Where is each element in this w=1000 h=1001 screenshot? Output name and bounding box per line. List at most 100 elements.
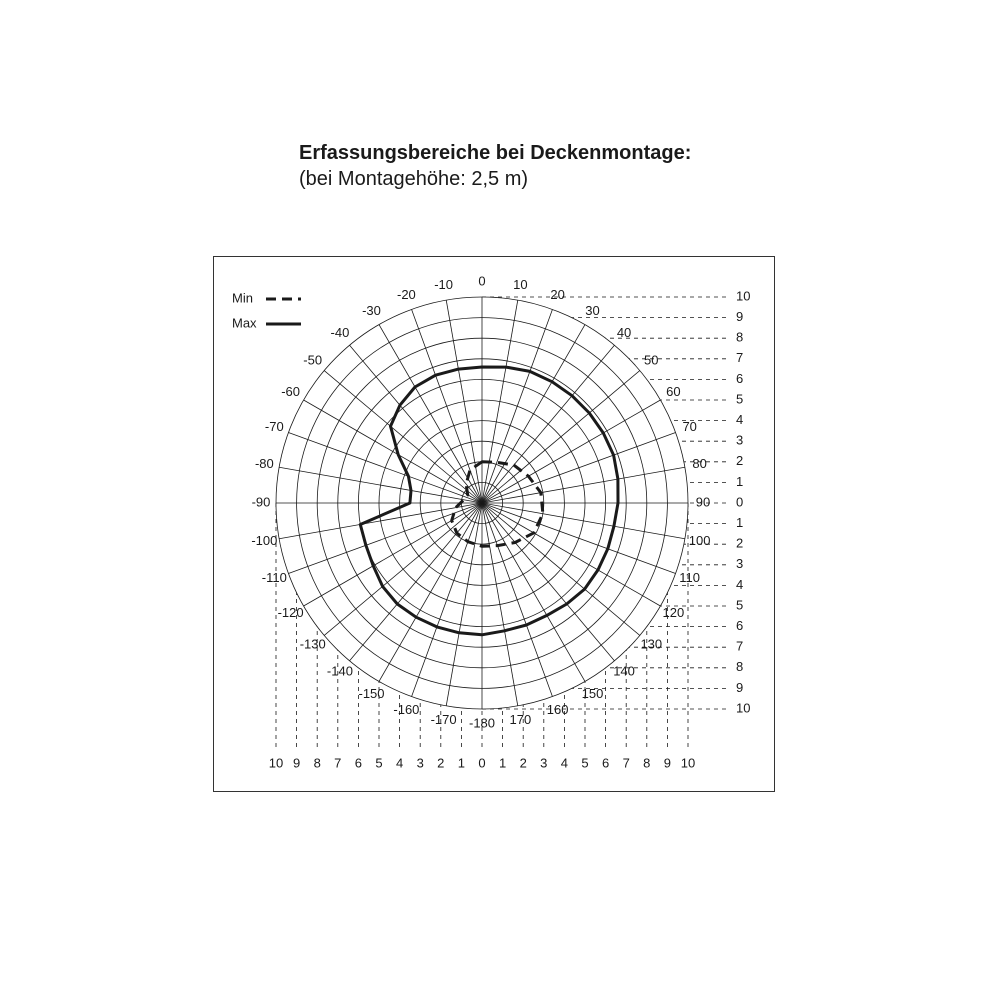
angle-label: 90 xyxy=(696,494,710,509)
polar-spoke xyxy=(445,300,483,504)
angle-label: 120 xyxy=(663,605,685,620)
bottom-scale-label: 4 xyxy=(396,755,403,770)
angle-label: 80 xyxy=(692,456,706,471)
polar-spoke xyxy=(378,324,483,504)
angle-label: 150 xyxy=(582,686,604,701)
bottom-scale-label: 0 xyxy=(478,755,485,770)
right-scale-label: 10 xyxy=(736,700,750,715)
angle-label: -100 xyxy=(251,533,277,548)
polar-spoke xyxy=(445,502,483,706)
angle-label: -10 xyxy=(434,277,453,292)
chart-frame: 0 10 20 30 40 50 60 70 80 90 100 110 120 130 140 150 160… xyxy=(213,256,775,792)
polar-spoke xyxy=(323,502,483,636)
angle-label: -90 xyxy=(252,494,271,509)
right-scale-label: 1 xyxy=(736,474,743,489)
angle-label: 40 xyxy=(617,325,631,340)
legend-label: Max xyxy=(232,315,257,330)
angle-label: -60 xyxy=(281,384,300,399)
right-scale-label: 8 xyxy=(736,659,743,674)
angle-label: -170 xyxy=(431,712,457,727)
bottom-scale-label: 6 xyxy=(602,755,609,770)
angle-label: 30 xyxy=(585,303,599,318)
polar-spoke xyxy=(303,399,483,504)
bottom-scale-label: 9 xyxy=(664,755,671,770)
polar-spoke xyxy=(481,502,586,682)
right-scale-label: 9 xyxy=(736,309,743,324)
bottom-scale-label: 3 xyxy=(540,755,547,770)
polar-spoke xyxy=(411,502,483,697)
bottom-scale-label: 2 xyxy=(437,755,444,770)
polar-spoke xyxy=(481,324,586,504)
bottom-scale-label: 7 xyxy=(334,755,341,770)
angle-label: 70 xyxy=(682,419,696,434)
bottom-scale-label: 8 xyxy=(314,755,321,770)
right-scale-label: 8 xyxy=(736,330,743,345)
legend-label: Min xyxy=(232,290,253,305)
polar-spoke xyxy=(481,309,553,504)
right-scale-label: 10 xyxy=(736,288,750,303)
angle-label: -120 xyxy=(278,605,304,620)
bottom-scale-label: 7 xyxy=(623,755,630,770)
polar-spokes xyxy=(276,297,688,709)
polar-spoke xyxy=(481,370,641,504)
bottom-scale-label: 1 xyxy=(499,755,506,770)
angle-label: -130 xyxy=(300,636,326,651)
polar-chart: 0 102030405060708090100110120130140150160… xyxy=(232,273,750,770)
bottom-scale-label: 1 xyxy=(458,755,465,770)
polar-spoke xyxy=(481,300,519,504)
angle-label: 100 xyxy=(689,533,711,548)
angle-label: -50 xyxy=(303,352,322,367)
angle-label: 140 xyxy=(613,664,635,679)
angle-label: 20 xyxy=(550,287,564,302)
right-scale-label: 9 xyxy=(736,680,743,695)
angle-label: 130 xyxy=(640,636,662,651)
polar-spoke xyxy=(481,466,685,504)
right-scale-label: 5 xyxy=(736,597,743,612)
polar-spoke xyxy=(279,466,483,504)
angle-label: -70 xyxy=(265,419,284,434)
right-scale-label: 1 xyxy=(736,515,743,530)
right-scale-label: 2 xyxy=(736,536,743,551)
polar-spoke xyxy=(481,502,553,697)
bottom-scale-label: 5 xyxy=(581,755,588,770)
right-scale-label: 6 xyxy=(736,618,743,633)
right-scale-label: 6 xyxy=(736,371,743,386)
bottom-scale-label: 10 xyxy=(269,755,283,770)
polar-spoke xyxy=(411,309,483,504)
polar-spoke xyxy=(288,432,483,504)
angle-label: -140 xyxy=(327,664,353,679)
right-scale-label: 0 xyxy=(736,494,743,509)
series-max-line xyxy=(358,365,620,637)
polar-spoke xyxy=(349,502,483,662)
polar-spoke xyxy=(481,432,676,504)
polar-spoke xyxy=(481,344,615,504)
angle-label: 110 xyxy=(679,570,700,585)
polar-spoke xyxy=(481,502,615,662)
angle-label: -20 xyxy=(397,287,416,302)
bottom-scale-label: 8 xyxy=(643,755,650,770)
angle-label: -180 xyxy=(469,715,495,730)
bottom-scale-label: 9 xyxy=(293,755,300,770)
bottom-scale-label: 10 xyxy=(681,755,695,770)
legend: Min Max xyxy=(232,290,301,330)
polar-spoke xyxy=(288,502,483,574)
series-min-line xyxy=(450,460,545,548)
polar-spoke xyxy=(481,502,685,540)
angle-label: 10 xyxy=(513,277,527,292)
angle-label: -30 xyxy=(362,303,381,318)
chart-subtitle: (bei Montagehöhe: 2,5 m) xyxy=(299,168,529,190)
right-scale-label: 7 xyxy=(736,639,743,654)
right-scale-label: 5 xyxy=(736,391,743,406)
polar-spoke xyxy=(323,370,483,504)
polar-spoke xyxy=(349,344,483,504)
polar-spoke xyxy=(481,399,661,504)
angle-label: 160 xyxy=(547,702,569,717)
polar-spoke xyxy=(481,502,676,574)
polar-spoke xyxy=(279,502,483,540)
bottom-scale-label: 5 xyxy=(375,755,382,770)
angle-label: -150 xyxy=(358,686,384,701)
chart-title: Erfassungsbereiche bei Deckenmontage: xyxy=(299,142,692,164)
bottom-scale-label: 6 xyxy=(355,755,362,770)
angle-label: 0 xyxy=(478,273,485,288)
bottom-scale-label: 3 xyxy=(417,755,424,770)
